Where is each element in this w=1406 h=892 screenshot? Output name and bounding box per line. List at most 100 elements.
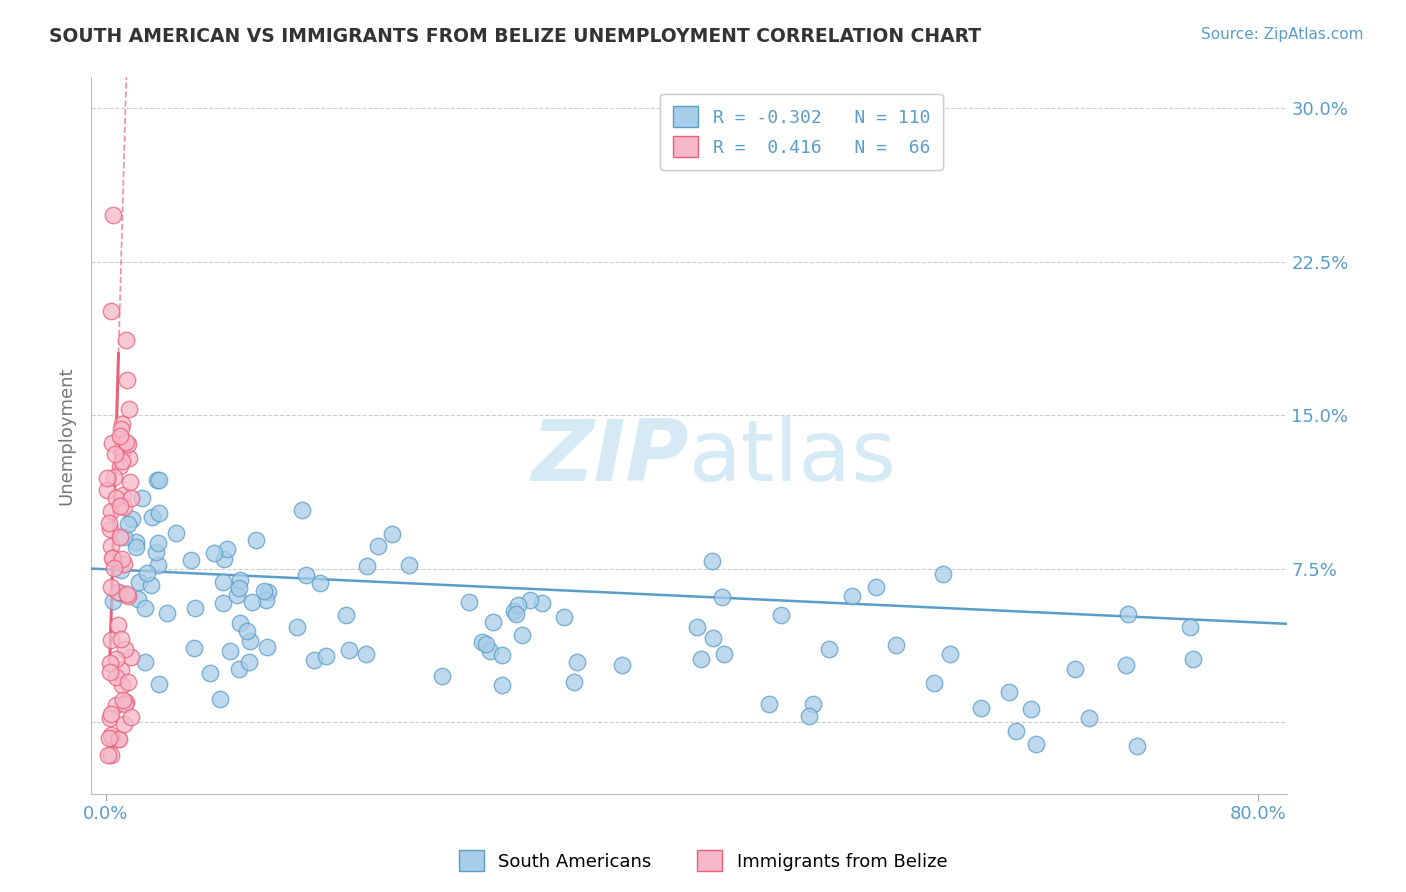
Point — [702, 632, 724, 646]
Point — [120, 475, 142, 489]
Point — [135, 566, 157, 580]
Point — [1116, 607, 1139, 621]
Point — [335, 607, 357, 622]
Point — [127, 592, 149, 607]
Point — [98, 665, 121, 679]
Point — [110, 563, 132, 577]
Point — [291, 503, 314, 517]
Point — [145, 473, 167, 487]
Point — [111, 417, 134, 432]
Point — [510, 628, 533, 642]
Point — [101, 731, 124, 746]
Point — [110, 663, 132, 677]
Point — [1025, 738, 1047, 752]
Point — [253, 584, 276, 599]
Point — [208, 692, 231, 706]
Point — [530, 596, 553, 610]
Point — [1115, 657, 1137, 672]
Point — [97, 748, 120, 763]
Point — [354, 647, 377, 661]
Point — [100, 747, 122, 762]
Point — [713, 648, 735, 662]
Text: atlas: atlas — [689, 416, 897, 499]
Point — [506, 598, 529, 612]
Point — [117, 674, 139, 689]
Point — [998, 685, 1021, 699]
Point — [101, 208, 124, 222]
Point — [769, 608, 792, 623]
Point — [111, 488, 134, 502]
Point — [229, 616, 252, 631]
Point — [156, 607, 179, 621]
Point — [457, 595, 479, 609]
Point — [120, 649, 142, 664]
Point — [121, 511, 143, 525]
Point — [479, 644, 502, 658]
Point — [285, 620, 308, 634]
Legend: South Americans, Immigrants from Belize: South Americans, Immigrants from Belize — [451, 843, 955, 879]
Point — [100, 632, 122, 647]
Point — [148, 506, 170, 520]
Point — [117, 436, 139, 450]
Point — [239, 634, 262, 648]
Point — [865, 580, 887, 594]
Point — [108, 530, 131, 544]
Point — [818, 641, 841, 656]
Point — [100, 706, 122, 721]
Point — [104, 491, 127, 505]
Point — [702, 554, 724, 568]
Point — [120, 491, 142, 505]
Y-axis label: Unemployment: Unemployment — [58, 367, 75, 505]
Point — [491, 648, 513, 662]
Point — [430, 669, 453, 683]
Point — [553, 610, 575, 624]
Point — [107, 618, 129, 632]
Point — [924, 676, 946, 690]
Point — [118, 402, 141, 417]
Point — [503, 604, 526, 618]
Point — [108, 499, 131, 513]
Point — [180, 553, 202, 567]
Point — [103, 561, 125, 575]
Point — [475, 637, 498, 651]
Point — [471, 635, 494, 649]
Point — [1180, 620, 1202, 634]
Point — [117, 517, 139, 532]
Point — [398, 558, 420, 572]
Point — [98, 711, 121, 725]
Point — [111, 445, 134, 459]
Point — [236, 624, 259, 638]
Point — [148, 473, 170, 487]
Point — [690, 652, 713, 666]
Point — [257, 584, 280, 599]
Point — [115, 435, 138, 450]
Point — [841, 590, 863, 604]
Point — [612, 657, 634, 672]
Point — [115, 373, 138, 387]
Point — [118, 450, 141, 465]
Point — [226, 588, 249, 602]
Text: ZIP: ZIP — [531, 416, 689, 499]
Point — [104, 652, 127, 666]
Point — [120, 710, 142, 724]
Point — [337, 642, 360, 657]
Point — [125, 534, 148, 549]
Point — [115, 587, 138, 601]
Point — [104, 670, 127, 684]
Point — [308, 576, 330, 591]
Point — [101, 594, 124, 608]
Point — [114, 642, 136, 657]
Point — [100, 304, 122, 318]
Point — [932, 566, 955, 581]
Point — [98, 522, 121, 536]
Point — [112, 558, 135, 572]
Point — [100, 728, 122, 742]
Point — [218, 644, 240, 658]
Text: Source: ZipAtlas.com: Source: ZipAtlas.com — [1201, 27, 1364, 42]
Point — [939, 647, 962, 661]
Point — [758, 697, 780, 711]
Point — [315, 648, 337, 663]
Point — [148, 677, 170, 691]
Point — [111, 678, 134, 692]
Point — [212, 596, 235, 610]
